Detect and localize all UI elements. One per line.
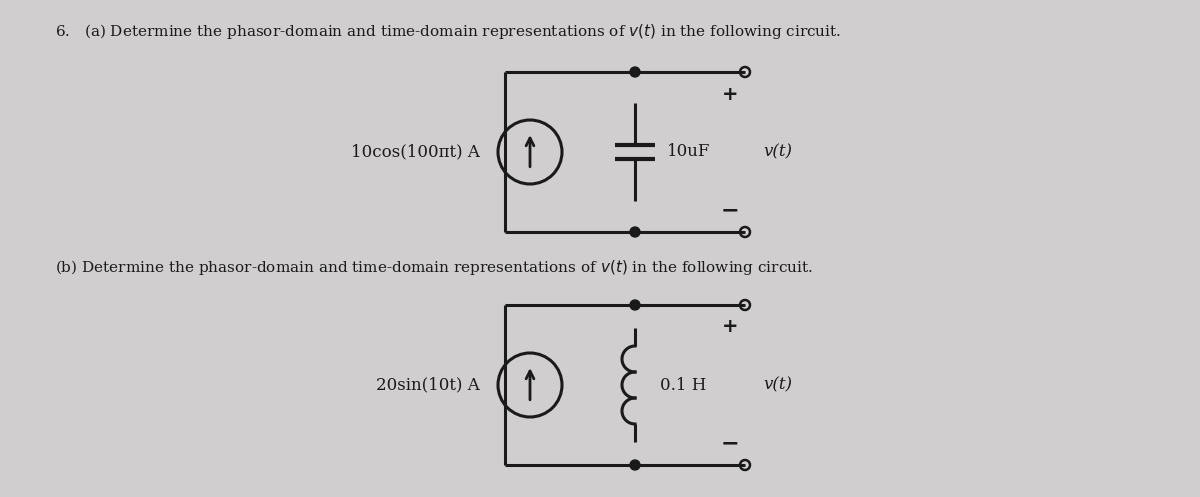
Text: 10cos(100πt) A: 10cos(100πt) A [352,144,480,161]
Text: (b) Determine the phasor-domain and time-domain representations of $v(t)$ in the: (b) Determine the phasor-domain and time… [55,258,812,277]
Circle shape [630,300,640,310]
Text: v(t): v(t) [763,144,792,161]
Text: 0.1 H: 0.1 H [660,377,707,394]
Circle shape [630,67,640,77]
Circle shape [630,460,640,470]
Text: 10uF: 10uF [667,144,710,161]
Text: −: − [721,433,739,453]
Text: 6.   (a) Determine the phasor-domain and time-domain representations of $v(t)$ i: 6. (a) Determine the phasor-domain and t… [55,22,841,41]
Text: +: + [721,318,738,336]
Text: 20sin(10t) A: 20sin(10t) A [377,377,480,394]
Text: −: − [721,200,739,220]
Text: +: + [721,84,738,103]
Circle shape [630,227,640,237]
Text: v(t): v(t) [763,377,792,394]
